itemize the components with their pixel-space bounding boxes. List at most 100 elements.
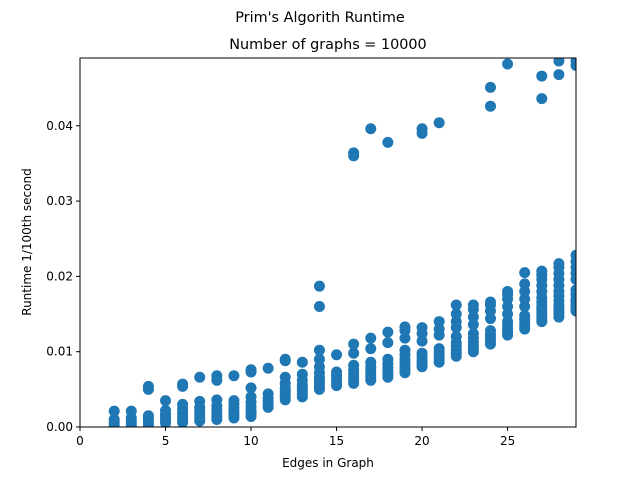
data-point: [484, 296, 496, 308]
data-point: [245, 364, 257, 376]
data-point: [348, 338, 360, 350]
data-point: [553, 258, 565, 270]
data-point: [228, 395, 240, 407]
data-point: [502, 301, 514, 313]
data-point: [194, 395, 206, 407]
y-tick-label: 0.01: [46, 345, 73, 359]
data-point: [416, 347, 428, 359]
x-tick-label: 25: [500, 434, 515, 448]
data-point: [484, 325, 496, 337]
chart-title: Number of graphs = 10000: [229, 37, 426, 53]
plot-area-frame: [79, 57, 577, 428]
data-point: [553, 69, 565, 81]
data-point: [416, 322, 428, 334]
data-point: [536, 93, 548, 105]
data-point: [313, 353, 325, 365]
data-point: [160, 395, 172, 407]
data-point: [331, 366, 343, 378]
data-point: [262, 388, 274, 400]
x-axis-label: Edges in Graph: [282, 456, 374, 470]
data-point: [433, 323, 445, 335]
data-point: [177, 378, 189, 390]
x-axis: 0 5 10 15 20 25: [76, 427, 515, 448]
data-point: [313, 344, 325, 356]
data-point: [382, 353, 394, 365]
data-point: [467, 311, 479, 323]
data-point: [570, 249, 576, 261]
data-point: [108, 413, 120, 425]
data-point: [519, 267, 531, 279]
figure-suptitle: Prim's Algorith Runtime: [235, 10, 405, 26]
data-point: [279, 353, 291, 365]
data-point: [433, 117, 445, 129]
data-point: [365, 343, 377, 355]
y-axis-label: Runtime 1/100th second: [20, 168, 34, 315]
data-point: [399, 344, 411, 356]
data-point: [519, 285, 531, 297]
data-point: [399, 332, 411, 344]
data-point: [211, 394, 223, 406]
data-point: [519, 310, 531, 322]
data-point: [570, 284, 576, 296]
data-point: [502, 58, 514, 70]
data-point: [313, 280, 325, 292]
data-point: [467, 299, 479, 311]
data-point: [416, 123, 428, 135]
data-point: [450, 316, 462, 328]
data-point: [313, 301, 325, 313]
data-point: [570, 58, 576, 67]
data-point: [108, 405, 120, 417]
data-point: [519, 278, 531, 290]
data-point: [245, 382, 257, 394]
data-point: [194, 371, 206, 383]
x-tick-label: 10: [243, 434, 258, 448]
data-point: [228, 370, 240, 382]
y-tick-label: 0.04: [46, 119, 73, 133]
data-point: [399, 321, 411, 333]
y-axis: 0.00 0.01 0.02 0.03 0.04: [46, 119, 80, 434]
data-point: [177, 398, 189, 410]
data-point: [211, 370, 223, 382]
data-point: [382, 337, 394, 349]
data-point: [502, 316, 514, 328]
data-point: [536, 265, 548, 277]
data-point: [450, 331, 462, 343]
data-point: [467, 319, 479, 331]
data-point: [484, 81, 496, 93]
data-point: [450, 308, 462, 320]
y-tick-label: 0.03: [46, 194, 73, 208]
data-point: [160, 404, 172, 416]
data-point: [502, 285, 514, 297]
data-point: [365, 332, 377, 344]
data-point: [416, 335, 428, 347]
data-point: [519, 293, 531, 305]
data-point: [125, 405, 137, 417]
data-point: [450, 299, 462, 311]
x-tick-label: 15: [329, 434, 344, 448]
data-point: [279, 371, 291, 383]
data-point: [382, 136, 394, 148]
data-point: [262, 362, 274, 374]
data-point: [484, 313, 496, 325]
data-point: [296, 356, 308, 368]
data-point: [142, 380, 154, 392]
data-point: [433, 343, 445, 355]
data-point: [142, 410, 154, 422]
data-point: [245, 391, 257, 403]
data-point: [519, 301, 531, 313]
data-point: [433, 316, 445, 328]
data-point: [502, 308, 514, 320]
x-tick-label: 5: [162, 434, 170, 448]
data-point: [365, 123, 377, 135]
y-tick-label: 0.02: [46, 269, 73, 283]
data-point: [553, 58, 565, 67]
data-point: [331, 349, 343, 361]
x-tick-label: 0: [76, 434, 84, 448]
y-tick-label: 0.00: [46, 420, 73, 434]
x-tick-label: 20: [414, 434, 429, 448]
data-point: [296, 368, 308, 380]
data-point: [484, 100, 496, 112]
data-point: [365, 356, 377, 368]
data-point: [348, 147, 360, 159]
